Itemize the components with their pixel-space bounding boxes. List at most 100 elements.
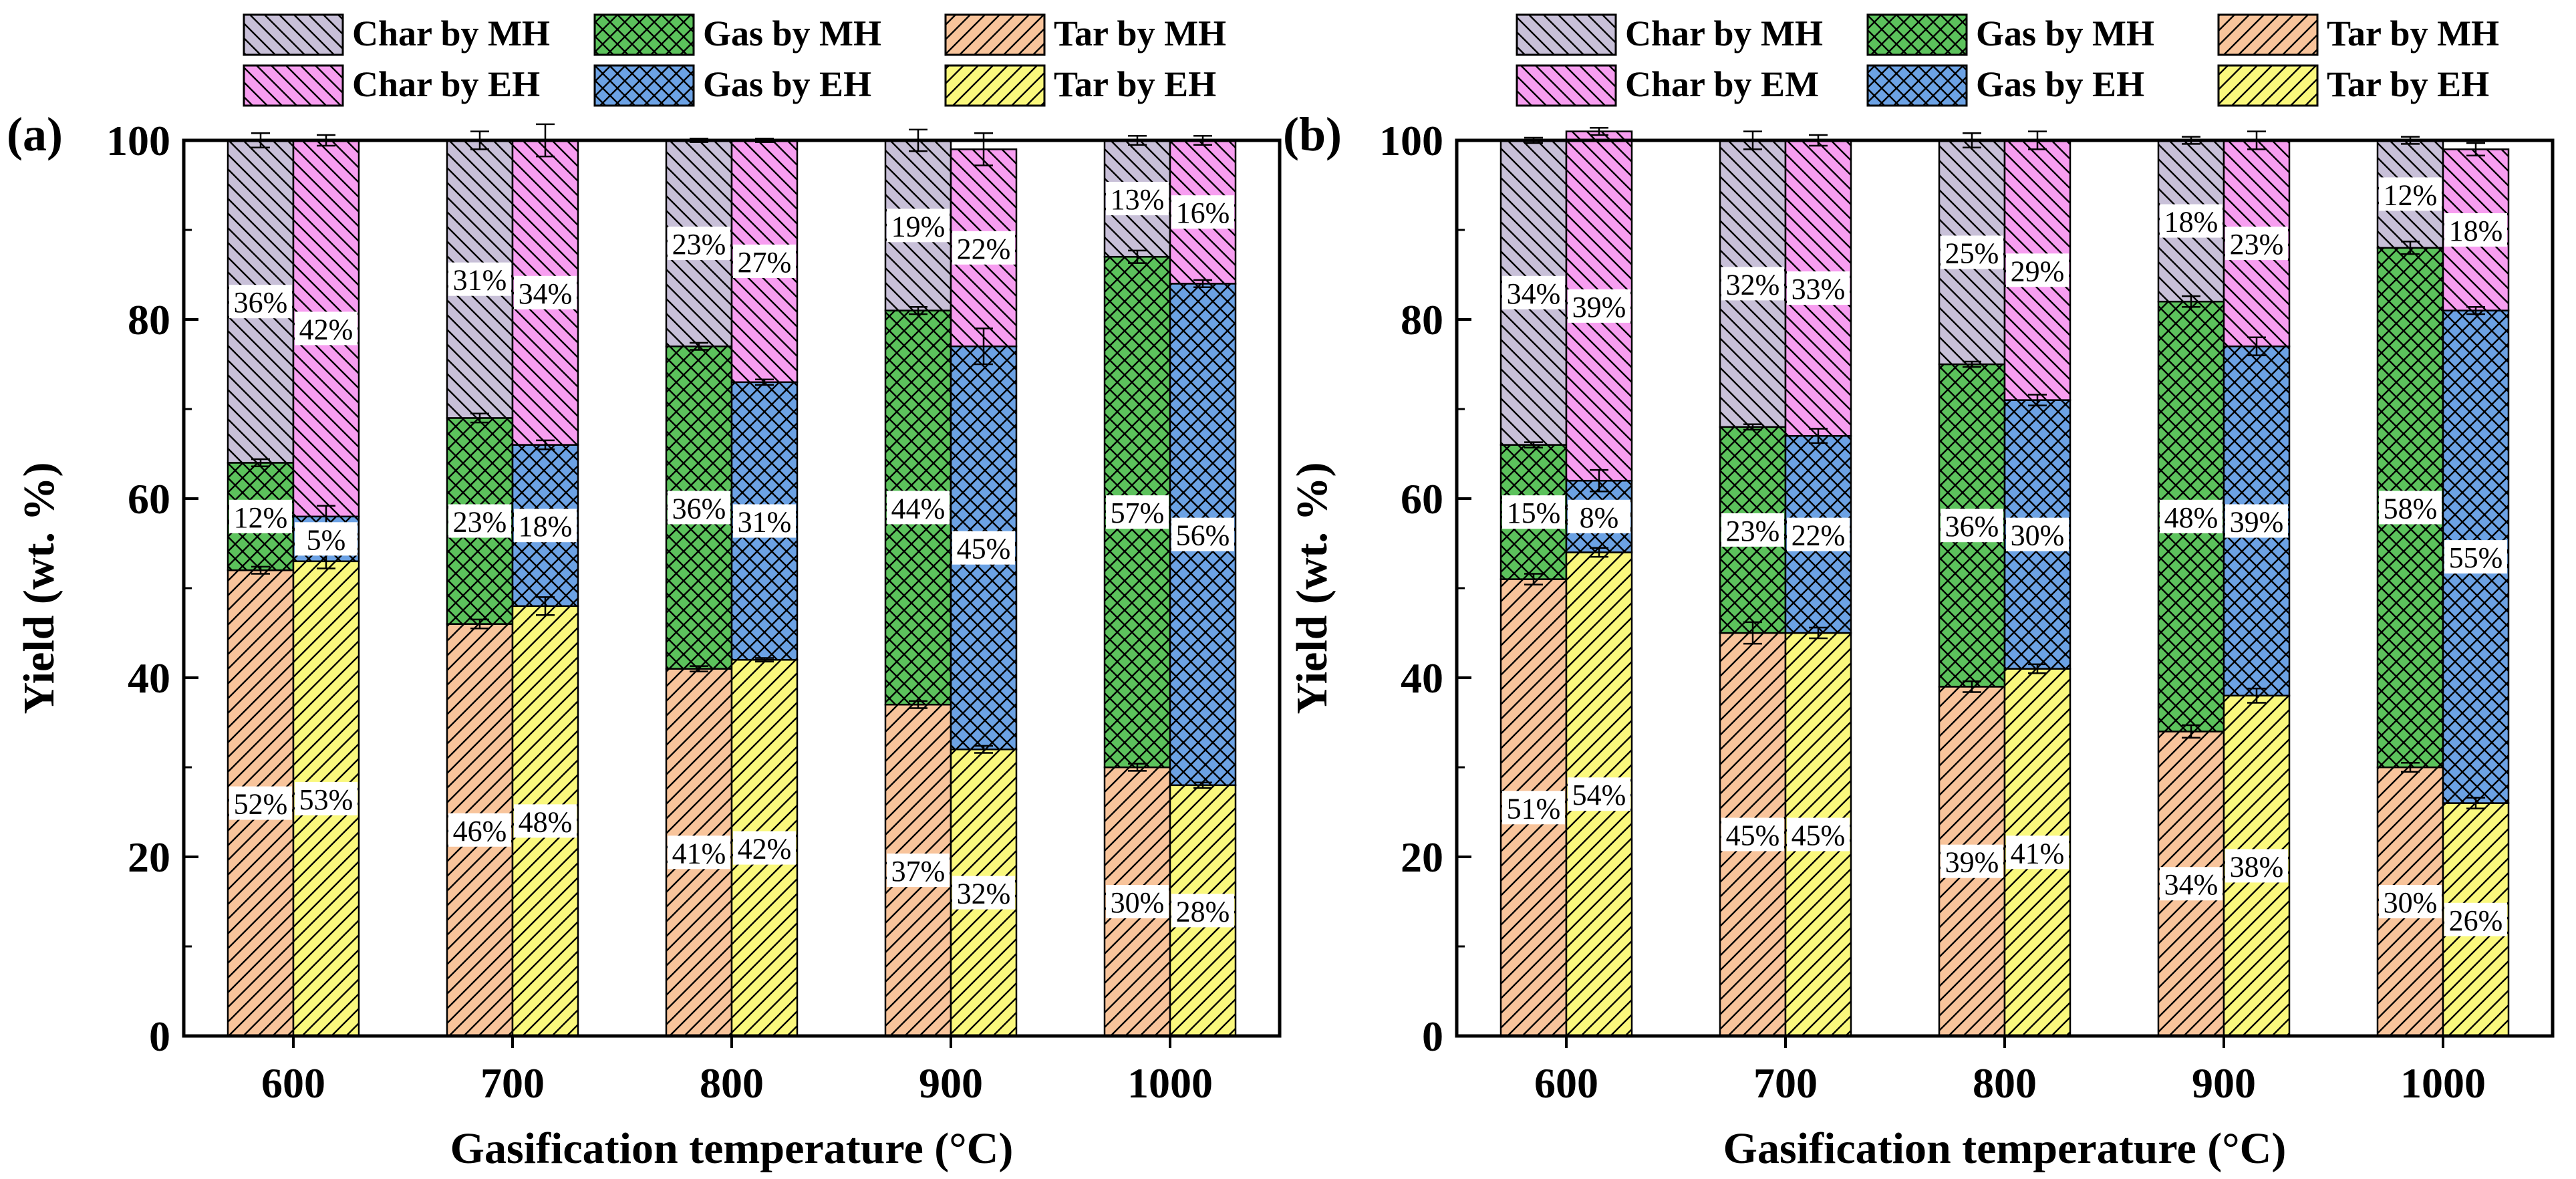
error-bar	[1963, 680, 1981, 693]
legend-swatch	[243, 13, 344, 56]
data-label-bg	[229, 499, 292, 533]
data-label: 45%	[957, 533, 1011, 565]
data-label-bg	[2160, 499, 2223, 533]
data-label-bg	[1721, 817, 1784, 852]
data-label-bg	[2006, 517, 2069, 551]
data-label: 25%	[1945, 237, 1999, 270]
data-label: 34%	[1507, 277, 1561, 310]
data-label-bg	[2225, 227, 2288, 261]
error-bar	[1128, 763, 1147, 772]
error-bar	[974, 745, 993, 754]
data-label: 29%	[2011, 255, 2065, 287]
error-bar	[2182, 724, 2200, 739]
error-bar	[1809, 428, 1828, 444]
y-axis: 0 20 40 60 80 100 Yield (wt. %)	[1288, 117, 1471, 1060]
error-bar	[974, 328, 993, 366]
data-label: 30%	[2011, 519, 2065, 552]
data-label: 8%	[1580, 501, 1619, 534]
error-bar	[909, 305, 927, 315]
data-label: 44%	[891, 492, 946, 525]
data-label-bg	[887, 491, 950, 525]
legend-swatch	[944, 13, 1046, 56]
data-label: 58%	[2384, 492, 2438, 525]
y-tick-label: 40	[128, 654, 170, 702]
bars: 51% 15% 34% 54% 8% 39% 45% 23% 32% 45% 22% 33% 39% 36…	[1499, 126, 2510, 1037]
data-label: 36%	[672, 492, 726, 525]
error-bar	[2466, 142, 2485, 157]
error-bar	[909, 700, 927, 709]
legend-label: Gas by EH	[703, 64, 871, 104]
error-bar	[1193, 279, 1212, 289]
error-bar	[2247, 336, 2266, 356]
data-label-bg	[1721, 513, 1784, 547]
data-label-bg	[2444, 902, 2507, 936]
legend-label: Tar by EH	[1054, 64, 1216, 104]
data-label-bg	[514, 804, 577, 838]
error-bar	[1963, 360, 1981, 368]
error-bar	[2028, 394, 2047, 406]
data-label: 33%	[1792, 273, 1846, 305]
data-label: 19%	[891, 210, 946, 243]
error-bar	[1128, 249, 1147, 264]
data-label: 41%	[2011, 837, 2065, 870]
error-bar	[251, 458, 270, 468]
legend-label: Gas by EH	[1976, 64, 2144, 104]
data-label-bg	[2225, 849, 2288, 883]
data-label: 32%	[1726, 268, 1780, 301]
y-tick-label: 80	[128, 296, 170, 344]
data-label: 18%	[2164, 206, 2219, 239]
data-label: 28%	[1176, 895, 1230, 928]
data-label: 23%	[453, 506, 507, 539]
data-label: 37%	[891, 855, 946, 888]
y-axis: 0 20 40 60 80 100 Yield (wt. %)	[15, 117, 198, 1060]
data-label: 39%	[1945, 846, 1999, 879]
data-label: 39%	[2230, 506, 2284, 539]
legend: Char by MH Gas by MH Tar by MH Char by EM Ga…	[1516, 13, 2499, 107]
data-label-bg	[887, 854, 950, 888]
data-label: 18%	[519, 510, 573, 543]
data-label: 16%	[1176, 196, 1230, 229]
data-label: 34%	[519, 277, 573, 310]
legend-swatch	[593, 13, 695, 56]
data-label-bg	[2444, 540, 2507, 574]
data-label: 57%	[1111, 497, 1165, 529]
data-label-bg	[2225, 504, 2288, 538]
y-tick-label: 0	[149, 1013, 170, 1060]
data-label-bg	[1941, 844, 2003, 878]
y-axis-label: Yield (wt. %)	[1288, 463, 1336, 714]
data-label-bg	[1502, 275, 1565, 309]
error-bar	[1193, 781, 1212, 789]
data-label-bg	[2444, 213, 2507, 247]
x-tick-label: 700	[480, 1059, 545, 1107]
data-label: 36%	[1945, 510, 1999, 543]
error-bar	[755, 378, 774, 386]
data-label-bg	[1106, 495, 1169, 529]
data-label-bg	[448, 262, 511, 296]
data-label: 12%	[2384, 178, 2438, 211]
data-label: 31%	[453, 264, 507, 297]
data-label: 15%	[1507, 497, 1561, 529]
data-label-bg	[733, 504, 796, 538]
legend-swatch	[1866, 13, 1968, 56]
data-label-bg	[668, 491, 730, 525]
data-label: 13%	[1111, 183, 1165, 216]
x-axis: 600 700 800 900 1000 Gasification temperature…	[1534, 1036, 2486, 1173]
data-label-bg	[295, 311, 357, 346]
error-bar	[1743, 423, 1762, 431]
x-tick-label: 800	[1973, 1059, 2037, 1107]
error-bar	[2028, 663, 2047, 674]
error-bar	[1524, 441, 1543, 448]
error-bar	[1590, 469, 1608, 493]
legend-label: Gas by MH	[1976, 13, 2154, 53]
data-label: 46%	[453, 815, 507, 847]
panel-a-chart: Char by MH Gas by MH Tar by MH Char by EH Ga…	[7, 13, 1282, 1173]
error-bar	[690, 665, 708, 672]
data-label-bg	[2160, 867, 2223, 901]
data-label: 30%	[1111, 886, 1165, 919]
data-label-bg	[1171, 894, 1234, 928]
legend-label: Tar by MH	[2327, 13, 2499, 53]
panel-label: (a)	[7, 108, 63, 161]
legend-label: Char by EM	[1625, 64, 1819, 104]
data-label: 53%	[299, 783, 353, 816]
x-tick-label: 1000	[2400, 1059, 2486, 1107]
